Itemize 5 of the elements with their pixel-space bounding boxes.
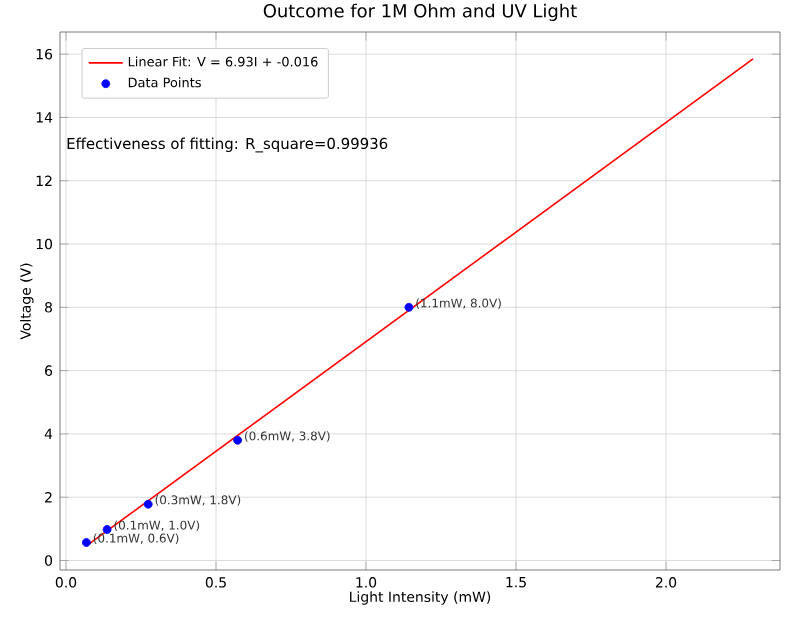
point [404, 302, 414, 312]
point [82, 538, 91, 547]
chart-title: Outcome for 1M Ohm and UV Light [263, 3, 577, 21]
point [233, 435, 242, 445]
point [143, 499, 153, 509]
